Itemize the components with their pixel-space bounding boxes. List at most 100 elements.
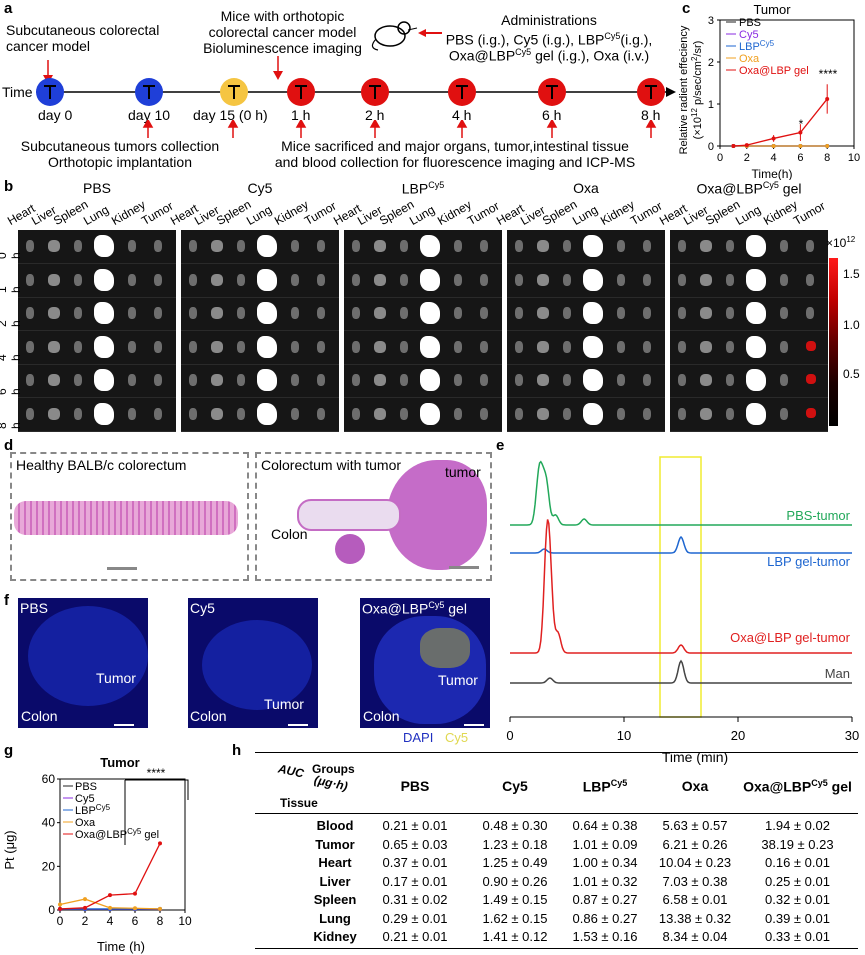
micrograph-cy5-title: Cy5 [190,600,215,616]
organ-blob [400,374,408,386]
colon-tissue-image [297,499,401,531]
tumor-scalebar [449,566,479,569]
organ-row [670,264,828,298]
row-labels: 0 h 1 h 2 h 4 h 6 h 8 h [0,232,23,432]
organ-blob [128,340,136,353]
organ-blob [128,273,136,286]
chart-g-point [83,897,87,902]
collection-arrows [142,120,657,138]
organ-blob [700,307,712,319]
panel-c-label: c [682,0,691,17]
organ-blob [617,307,625,319]
table-cell: 1.00 ± 0.34 [572,855,638,870]
organ-blob [48,273,60,286]
organ-blob [317,240,325,252]
organ-blob [700,340,712,353]
table-cell: 0.25 ± 0.01 [765,873,830,889]
chart-c-ytick-label: 0 [708,141,714,153]
chart-e-xlabel: Time (min) [662,749,728,765]
organ-row [670,297,828,331]
organ-blob [746,235,766,257]
table-cell: 0.31 ± 0.02 [382,892,448,907]
table-row-tissue: Kidney [313,929,357,944]
organ-blob [617,273,625,286]
legend-g-pbs: PBS [75,781,97,793]
panel-d-label: d [4,437,14,454]
organ-row [344,264,502,298]
organ-blob [480,340,488,353]
table-cell: 1.94 ± 0.02 [765,818,830,833]
organ-blob [317,407,325,420]
organ-blob [583,268,603,291]
chart-g-stars: **** [147,766,166,780]
organ-blob [26,340,34,353]
table-cell: 7.03 ± 0.38 [662,873,728,889]
organ-blob [317,307,325,319]
organ-blob [726,374,734,386]
organ-row [18,398,176,432]
organ-blob [563,307,571,319]
organ-blob [257,335,277,358]
organ-blob [189,307,197,319]
organ-blob [154,273,162,286]
chart-c-point [798,130,803,135]
organ-blob [480,407,488,420]
chart-c-xtick-label: 10 [848,152,860,164]
organ-blob [48,374,60,386]
organ-blob [257,402,277,425]
chart-c-star4: **** [819,67,838,81]
table-cell: 1.25 ± 0.49 [482,855,548,870]
organ-blob [74,374,82,386]
organ-blob [700,240,712,252]
organ-blob [211,340,223,353]
organ-blob [128,307,136,319]
organ-blob [400,340,408,353]
group-title-cy5: Cy5 [247,180,273,196]
chart-c-point [798,144,803,148]
organ-row [670,398,828,432]
organ-blob [317,340,325,353]
tumor-colorectum-frame: Colorectum with tumor tumor Colon [255,452,492,581]
row-label-4: 6 h [0,388,23,395]
table-cell: 0.65 ± 0.03 [382,836,448,852]
mouse-icon [371,21,418,51]
collection-note: Subcutaneous tumors collection Orthotopi… [20,138,220,170]
table-cell: 6.58 ± 0.01 [662,892,728,907]
chart-c-point [825,96,830,101]
colorbar-tick-05: 0.5 [843,367,860,381]
organ-blob [643,340,651,353]
table-row-tissue: Heart [318,855,352,870]
organ-blob [480,273,488,286]
organ-blob [352,273,360,286]
chart-c-line [733,98,828,147]
organ-blob [617,340,625,353]
group-title-lbp: LBPCy5 [401,180,445,197]
colon-label: Colon [271,526,308,542]
chart-e-xtick-label: 10 [617,728,631,743]
organ-row [344,398,502,432]
organ-blob [806,374,816,384]
organ-blob [515,374,523,386]
chart-g-point [133,891,137,896]
organ-blob [26,407,34,420]
table-cell: 0.48 ± 0.30 [482,818,548,833]
organ-blob [583,335,603,358]
micrograph-pbs-colon: Colon [21,708,58,724]
chart-c-legend: PBS Cy5 LBPCy5 Oxa Oxa@LBP gel [726,17,809,77]
organ-blob [746,402,766,425]
organ-blob [352,407,360,420]
chart-g-bracket [124,779,189,845]
tumor-colorectum-title: Colorectum with tumor [261,457,402,473]
timepoint-label-5: 4 h [452,107,472,123]
table-row-tissue: Blood [316,818,354,833]
legend-g-gel: Oxa@LBPCy5 gel [75,827,159,841]
timepoint-label-4: 2 h [365,107,385,123]
micrograph-cy5-tumor: Tumor [264,696,304,712]
organ-blob [420,235,440,257]
organ-blob [537,340,549,353]
timepoint-label-7: 8 h [641,107,661,123]
organ-blob [678,340,686,353]
organ-blob [515,340,523,353]
panel-g-label: g [4,742,14,759]
chart-c-xtick-label: 4 [771,152,777,164]
